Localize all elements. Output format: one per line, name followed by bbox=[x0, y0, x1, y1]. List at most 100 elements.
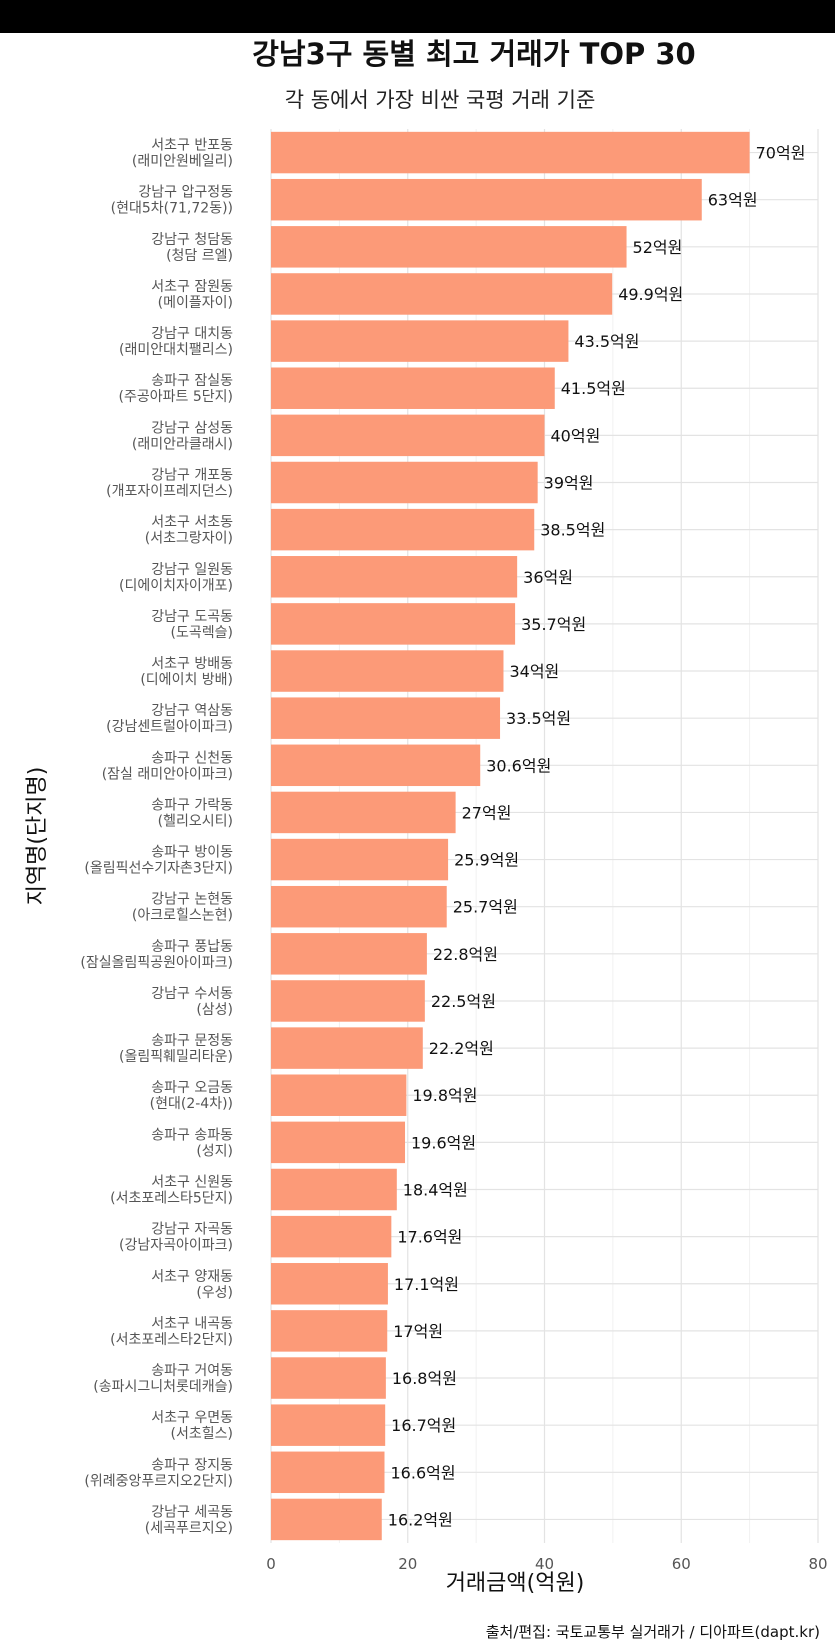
y-tick-label-complex: (세곡푸르지오) bbox=[145, 1520, 233, 1536]
y-tick-label-complex: (도곡렉슬) bbox=[171, 625, 233, 641]
bar bbox=[271, 556, 518, 598]
bar bbox=[271, 461, 538, 504]
bar bbox=[271, 178, 702, 221]
data-label: 16.6억원 bbox=[391, 1463, 456, 1482]
bar bbox=[271, 367, 555, 409]
bar bbox=[271, 1498, 382, 1541]
x-axis-title: 거래금액(억원) bbox=[446, 1571, 585, 1596]
data-label: 16.8억원 bbox=[392, 1369, 457, 1388]
chart-title: 강남3구 동별 최고 거래가 TOP 30 bbox=[252, 37, 696, 71]
y-tick-label-region: 강남구 자곡동 bbox=[151, 1222, 233, 1238]
y-tick-label-region: 강남구 압구정동 bbox=[138, 185, 233, 201]
data-label: 63억원 bbox=[708, 191, 758, 210]
bar bbox=[271, 414, 545, 457]
data-label: 34억원 bbox=[509, 662, 559, 681]
y-tick-label-complex: (올림픽선수기자촌3단지) bbox=[84, 861, 233, 877]
bar bbox=[271, 1263, 388, 1305]
bar-chart: 강남3구 동별 최고 거래가 TOP 30 각 동에서 가장 비싼 국평 거래 … bbox=[25, 37, 828, 1641]
y-tick-label-complex: (래미안대치팰리스) bbox=[119, 342, 233, 358]
y-tick-label-region: 송파구 신천동 bbox=[151, 750, 233, 766]
bar bbox=[271, 697, 501, 739]
data-labels: 70억원 63억원 52억원 49.9억원 43.5억원 41.5억원 40억원 39억원 38… bbox=[388, 144, 806, 1530]
data-label: 35.7억원 bbox=[521, 615, 586, 634]
y-tick-label-region: 서초구 반포동 bbox=[151, 138, 233, 154]
bar bbox=[271, 1404, 386, 1446]
y-tick-label-complex: (서초포레스타2단지) bbox=[110, 1332, 233, 1348]
bar bbox=[271, 791, 456, 834]
data-label: 40억원 bbox=[551, 426, 601, 445]
y-tick-label-complex: (래미안원베일리) bbox=[132, 154, 233, 170]
y-tick-label-complex: (현대(2-4차)) bbox=[150, 1096, 233, 1112]
data-label: 39억원 bbox=[544, 474, 594, 493]
bar bbox=[271, 1215, 392, 1258]
y-tick-label-complex: (올림픽훼밀리타운) bbox=[119, 1049, 233, 1065]
y-tick-label-region: 강남구 삼성동 bbox=[151, 420, 233, 436]
data-label: 33.5억원 bbox=[506, 709, 571, 728]
bar bbox=[271, 744, 481, 787]
y-tick-label-complex: (주공아파트 5단지) bbox=[119, 389, 233, 405]
data-label: 17.1억원 bbox=[394, 1275, 459, 1294]
y-tick-label-complex: (디에이치자이개포) bbox=[119, 578, 233, 594]
y-tick-labels: 서초구 반포동(래미안원베일리) 강남구 압구정동(현대5차(71,72동)) 강남… bbox=[80, 138, 233, 1537]
y-tick-label-region: 서초구 신원동 bbox=[151, 1175, 233, 1191]
bar bbox=[271, 273, 613, 315]
bar bbox=[271, 980, 425, 1022]
y-tick-label-region: 강남구 일원동 bbox=[151, 562, 233, 578]
y-tick-label-region: 강남구 청담동 bbox=[151, 232, 233, 248]
y-tick-label-region: 서초구 내곡동 bbox=[151, 1316, 233, 1332]
y-tick-label-complex: (송파시그니처롯데캐슬) bbox=[93, 1379, 233, 1395]
y-tick-label-region: 서초구 양재동 bbox=[151, 1269, 233, 1285]
bars bbox=[271, 131, 750, 1541]
bar bbox=[271, 1168, 397, 1211]
data-label: 70억원 bbox=[756, 144, 806, 163]
y-tick-label-complex: (아크로힐스논현) bbox=[132, 908, 233, 924]
y-tick-label-complex: (우성) bbox=[196, 1285, 233, 1301]
y-tick-label-region: 송파구 가락동 bbox=[151, 797, 233, 813]
y-tick-label-region: 송파구 방이동 bbox=[151, 845, 233, 861]
bar bbox=[271, 508, 535, 551]
x-tick-label: 80 bbox=[808, 1555, 827, 1573]
x-tick-labels: 0 20 40 60 80 bbox=[266, 1555, 827, 1573]
y-tick-label-complex: (강남자곡아이파크) bbox=[119, 1238, 233, 1254]
y-tick-label-complex: (성지) bbox=[196, 1143, 233, 1159]
data-label: 25.7억원 bbox=[453, 898, 518, 917]
y-tick-label-complex: (위례중앙푸르지오2단지) bbox=[84, 1473, 233, 1489]
data-label: 17.6억원 bbox=[397, 1228, 462, 1247]
bar bbox=[271, 320, 569, 362]
x-tick-label: 40 bbox=[535, 1555, 554, 1573]
data-label: 36억원 bbox=[523, 568, 573, 587]
y-tick-label-complex: (잠실 래미안아이파크) bbox=[102, 766, 233, 782]
data-label: 16.2억원 bbox=[388, 1510, 453, 1529]
y-tick-label-region: 서초구 잠원동 bbox=[151, 279, 233, 295]
y-tick-label-region: 강남구 도곡동 bbox=[151, 609, 233, 625]
y-tick-label-complex: (헬리오시티) bbox=[158, 813, 233, 829]
y-tick-label-region: 송파구 송파동 bbox=[151, 1127, 233, 1143]
y-axis-title: 지역명(단지명) bbox=[25, 767, 50, 906]
bar bbox=[271, 650, 504, 692]
x-tick-label: 60 bbox=[672, 1555, 691, 1573]
data-label: 22.5억원 bbox=[431, 992, 496, 1011]
bar bbox=[271, 131, 750, 174]
y-tick-label-region: 송파구 오금동 bbox=[151, 1080, 233, 1096]
data-label: 22.2억원 bbox=[429, 1039, 494, 1058]
y-tick-label-region: 송파구 장지동 bbox=[151, 1457, 233, 1473]
y-tick-label-complex: (메이플자이) bbox=[158, 295, 233, 311]
y-tick-label-region: 강남구 대치동 bbox=[151, 326, 233, 342]
bar bbox=[271, 226, 627, 268]
bar bbox=[271, 933, 427, 975]
chart-subtitle: 각 동에서 가장 비싼 국평 거래 기준 bbox=[285, 88, 596, 112]
x-tick-label: 0 bbox=[266, 1555, 276, 1573]
y-tick-label-region: 서초구 우면동 bbox=[151, 1410, 233, 1426]
y-tick-label-region: 강남구 논현동 bbox=[151, 892, 233, 908]
y-tick-label-region: 강남구 개포동 bbox=[151, 468, 233, 484]
y-tick-label-region: 서초구 방배동 bbox=[151, 656, 233, 672]
data-label: 19.6억원 bbox=[411, 1133, 476, 1152]
y-tick-label-complex: (강남센트럴아이파크) bbox=[106, 719, 233, 735]
y-tick-label-complex: (서초그랑자이) bbox=[145, 531, 233, 547]
data-label: 38.5억원 bbox=[540, 521, 605, 540]
y-tick-label-region: 강남구 세곡동 bbox=[151, 1504, 233, 1520]
y-tick-label-complex: (현대5차(71,72동)) bbox=[111, 201, 233, 217]
y-tick-label-complex: (디에이치 방배) bbox=[140, 672, 233, 688]
y-tick-label-region: 송파구 잠실동 bbox=[151, 373, 233, 389]
data-label: 52억원 bbox=[633, 238, 683, 257]
